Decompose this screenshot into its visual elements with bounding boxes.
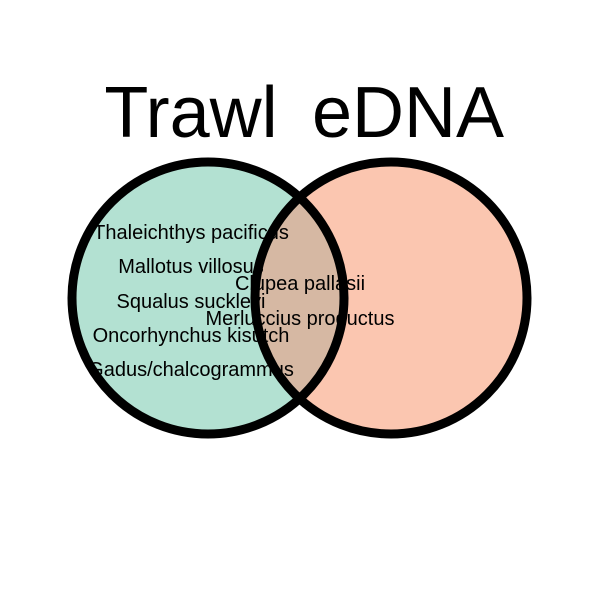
species-label: Squalus suckleyi: [117, 291, 266, 313]
shared-species: Clupea pallasii Merluccius productus: [206, 273, 395, 330]
species-label: Oncorhynchus kisutch: [93, 325, 290, 347]
set-title-trawl: Trawl: [104, 73, 277, 153]
trawl-only-species: Thaleichthys pacificus Mallotus villosus…: [88, 222, 294, 381]
set-title-edna: eDNA: [312, 73, 504, 153]
species-label: Gadus/chalcogrammus: [88, 359, 294, 381]
edna-circle-outline: [250, 157, 532, 439]
species-label: Thaleichthys pacificus: [93, 222, 289, 244]
trawl-circle-outline: [67, 157, 349, 439]
species-label: Clupea pallasii: [235, 273, 365, 295]
species-label: Merluccius productus: [206, 308, 395, 330]
species-label: Mallotus villosus: [118, 256, 264, 278]
